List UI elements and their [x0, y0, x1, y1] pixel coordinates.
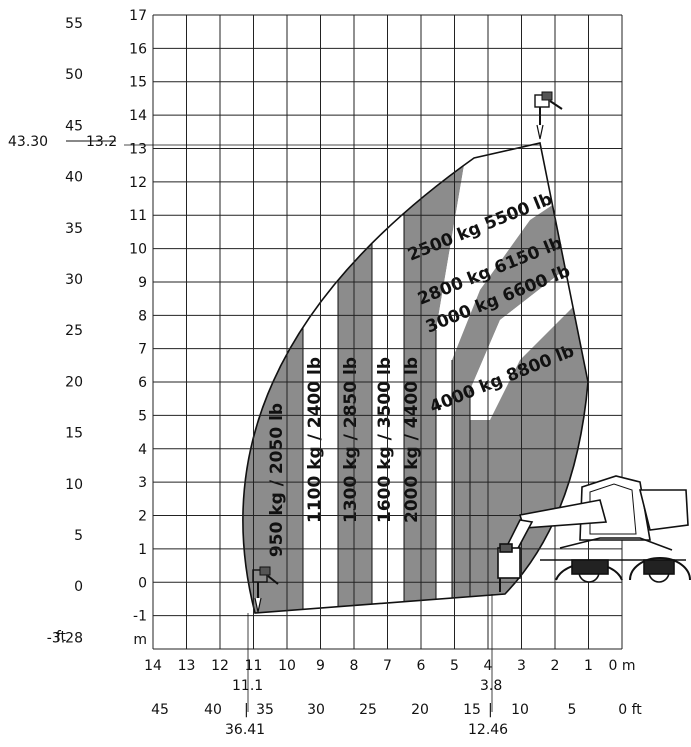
ft-tick-bottom: 25 — [359, 702, 377, 718]
m-tick-bottom: 4 — [484, 658, 493, 674]
ft-tick-bottom: 10 — [511, 702, 529, 718]
ft-tick-left: 10 — [65, 477, 83, 493]
m-tick-bottom: 5 — [450, 658, 459, 674]
load-band — [452, 200, 588, 613]
m-tick-left: 2 — [138, 509, 147, 525]
ft-tick-bottom: 0 ft — [618, 702, 642, 718]
m-tick-bottom: 2 — [551, 658, 560, 674]
load-band — [338, 160, 372, 613]
ft-tick-left: -3.28 — [47, 630, 83, 646]
ft-tick-bottom: 40 — [204, 702, 222, 718]
m-tick-left: 15 — [129, 75, 147, 91]
ft-tick-left: 35 — [65, 221, 83, 237]
ft-tick-bottom: 15 — [463, 702, 481, 718]
ground-reach-ft: 12.46 — [468, 722, 508, 738]
m-tick-bottom: 7 — [383, 658, 392, 674]
max-reach-ft: 36.41 — [225, 722, 265, 738]
m-tick-left: 1 — [138, 542, 147, 558]
band-label: 1300 kg / 2850 lb — [341, 357, 361, 523]
m-tick-left: -1 — [133, 609, 147, 625]
m-tick-bottom: 1 — [584, 658, 593, 674]
ft-tick-left: 15 — [65, 426, 83, 442]
m-tick-bottom: 13 — [178, 658, 196, 674]
m-tick-left: 0 — [138, 575, 147, 591]
max-height-callout: 43.30 13.2 — [8, 134, 540, 150]
m-tick-bottom: 0 m — [609, 658, 636, 674]
fork-carriage-top-icon — [534, 91, 563, 140]
ft-tick-left: 55 — [65, 16, 83, 32]
max-reach-m: 11.1 — [232, 678, 263, 694]
m-tick-left: 8 — [138, 308, 147, 324]
ft-tick-left: 0 — [74, 579, 83, 595]
m-tick-left: 17 — [129, 8, 147, 24]
m-tick-left: 3 — [138, 475, 147, 491]
load-band — [436, 143, 560, 613]
ft-tick-left: 30 — [65, 272, 83, 288]
m-unit-left: m — [133, 632, 147, 648]
m-tick-left: 9 — [138, 275, 147, 291]
m-tick-left: 14 — [129, 108, 147, 124]
band-label: 2000 kg / 4400 lb — [402, 357, 422, 523]
m-tick-left: 4 — [138, 442, 147, 458]
ft-tick-bottom: 35 — [256, 702, 274, 718]
m-tick-bottom: 11 — [245, 658, 263, 674]
ft-tick-left: 45 — [65, 118, 83, 134]
m-tick-bottom: 6 — [417, 658, 426, 674]
max-height-ft: 43.30 — [8, 134, 48, 150]
load-band — [470, 250, 588, 613]
max-reach-callout: 11.1 36.41 | — [225, 613, 265, 738]
max-height-m: 13.2 — [86, 134, 117, 150]
ft-tick-bottom: 45 — [151, 702, 169, 718]
ft-tick-bottom: 30 — [307, 702, 325, 718]
telehandler-icon — [497, 475, 691, 592]
ft-tick-left: 40 — [65, 170, 83, 186]
m-tick-bottom: 9 — [316, 658, 325, 674]
ft-tick-left: 20 — [65, 374, 83, 390]
ft-unit-left: ft — [56, 629, 67, 645]
ft-tick-left: 25 — [65, 323, 83, 339]
m-tick-left: 6 — [138, 375, 147, 391]
ground-reach-m: 3.8 — [480, 678, 502, 694]
m-tick-bottom: 10 — [278, 658, 296, 674]
m-tick-left: 11 — [129, 208, 147, 224]
ft-tick-bottom: 5 — [568, 702, 577, 718]
m-tick-left: 12 — [129, 175, 147, 191]
m-tick-left: 5 — [138, 408, 147, 424]
ground-reach-ft-tick: | — [488, 702, 493, 718]
m-tick-bottom: 12 — [211, 658, 229, 674]
m-tick-left: 16 — [129, 41, 147, 57]
ft-tick-left: 5 — [74, 528, 83, 544]
ground-reach-callout: 3.8 12.46 | — [468, 594, 508, 738]
ft-tick-left: 50 — [65, 67, 83, 83]
m-tick-left: 7 — [138, 342, 147, 358]
band-label: 1600 kg / 3500 lb — [375, 357, 395, 523]
band-label: 950 kg / 2050 lb — [267, 403, 287, 557]
m-tick-bottom: 8 — [350, 658, 359, 674]
ft-tick-bottom: 20 — [411, 702, 429, 718]
reach-envelope — [242, 142, 589, 614]
fork-carriage-low-icon — [252, 566, 279, 613]
m-tick-bottom: 3 — [517, 658, 526, 674]
m-tick-left: 10 — [129, 242, 147, 258]
m-tick-bottom: 14 — [144, 658, 162, 674]
max-reach-ft-tick: | — [244, 702, 249, 718]
m-tick-left: 13 — [129, 141, 147, 157]
tick-labels: 17161514131211109876543210-1m55504540353… — [47, 8, 643, 718]
